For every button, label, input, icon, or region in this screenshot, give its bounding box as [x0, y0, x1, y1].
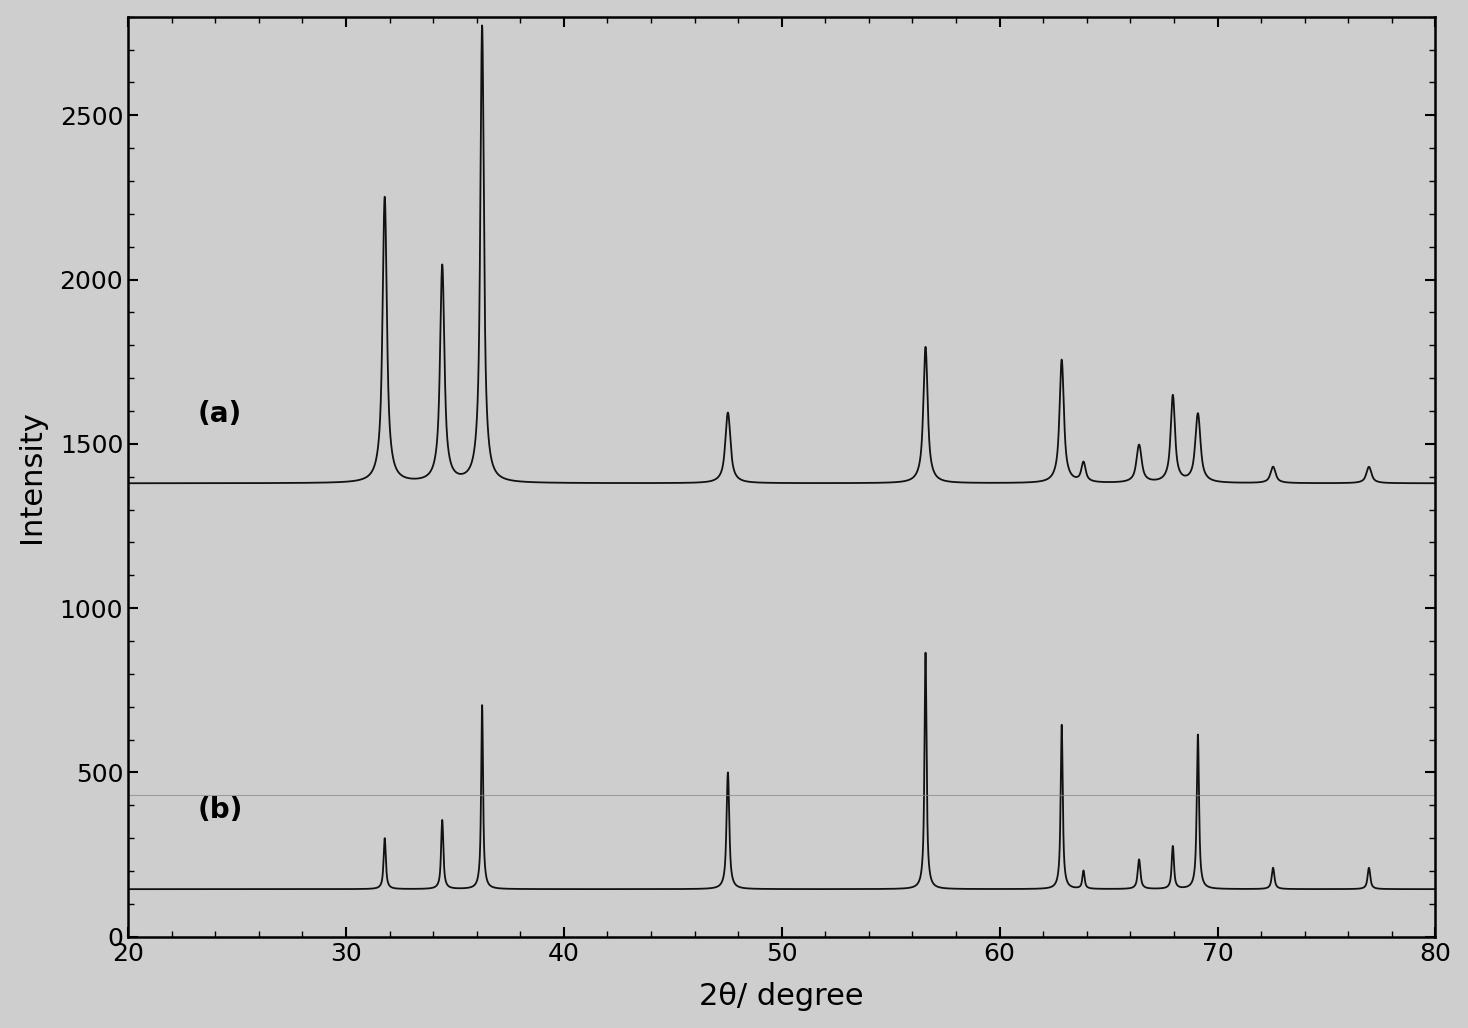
X-axis label: 2θ/ degree: 2θ/ degree: [699, 983, 865, 1012]
Y-axis label: Intensity: Intensity: [16, 410, 46, 543]
Text: (b): (b): [198, 797, 244, 824]
Text: (a): (a): [198, 400, 242, 429]
